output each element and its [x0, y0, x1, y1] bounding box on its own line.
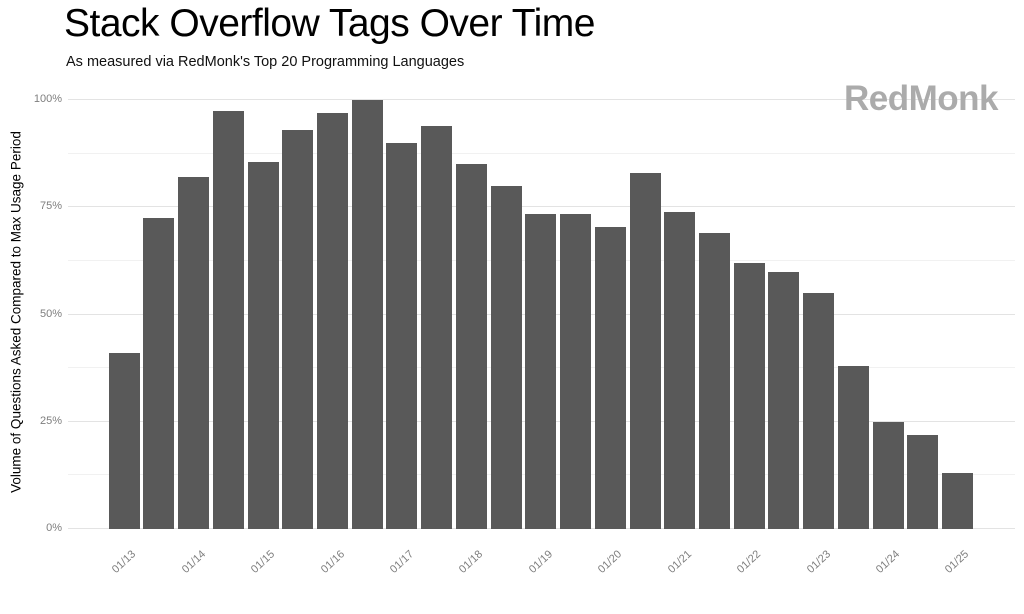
y-tick-label: 0%	[46, 522, 62, 534]
bar-01-14	[178, 177, 210, 529]
bar-01-23	[803, 293, 835, 529]
x-tick-label: 01/24	[873, 548, 903, 576]
x-tick-label: 01/13	[110, 548, 139, 576]
x-tick-label: 01/18	[457, 548, 486, 576]
bar-07-15	[282, 130, 314, 529]
y-tick-label: 75%	[39, 200, 62, 213]
y-tick-label: 50%	[39, 307, 62, 320]
bar-07-23	[837, 365, 869, 529]
x-tick-label: 01/21	[665, 548, 694, 576]
plot-panel	[68, 99, 1015, 529]
bar-01-13	[108, 353, 140, 529]
chart-title: Stack Overflow Tags Over Time	[64, 2, 595, 45]
x-tick-label: 01/20	[596, 548, 625, 576]
gridline-major	[68, 206, 1015, 208]
redmonk-watermark: RedMonk	[844, 79, 999, 118]
bar-01-16	[317, 112, 349, 529]
x-tick-label: 01/17	[387, 548, 417, 576]
x-tick-label: 01/14	[179, 548, 208, 576]
bar-07-21	[698, 233, 730, 529]
x-tick-label: 01/16	[318, 548, 347, 576]
x-tick-label: 01/22	[734, 548, 764, 576]
bar-07-22	[768, 271, 800, 529]
y-tick-label: 25%	[39, 414, 62, 427]
bar-01-18	[455, 164, 487, 529]
bar-01-17	[386, 142, 418, 529]
bar-07-17	[421, 125, 453, 529]
gridline-major	[68, 99, 1015, 100]
bar-01-15	[247, 162, 279, 529]
bar-01-19	[525, 213, 557, 529]
bar-01-25	[941, 473, 973, 529]
bar-07-19	[560, 213, 592, 529]
y-tick-label: 100%	[33, 93, 62, 105]
bar-07-20	[629, 172, 661, 529]
gridline-minor	[68, 152, 1015, 154]
bar-07-13	[143, 217, 175, 529]
x-tick-label: 01/19	[526, 548, 555, 576]
chart-subtitle: As measured via RedMonk's Top 20 Program…	[66, 54, 465, 70]
bar-01-21	[664, 211, 696, 529]
x-tick-label: 01/23	[804, 548, 833, 576]
bar-01-24	[872, 421, 904, 529]
bar-07-24	[907, 434, 939, 529]
x-tick-label: 01/25	[943, 548, 972, 576]
bar-07-18	[490, 185, 522, 529]
bar-07-16	[351, 100, 383, 529]
bar-01-20	[594, 226, 626, 529]
bar-07-14	[212, 110, 244, 529]
x-tick-label: 01/15	[248, 548, 278, 576]
bar-01-22	[733, 263, 765, 529]
